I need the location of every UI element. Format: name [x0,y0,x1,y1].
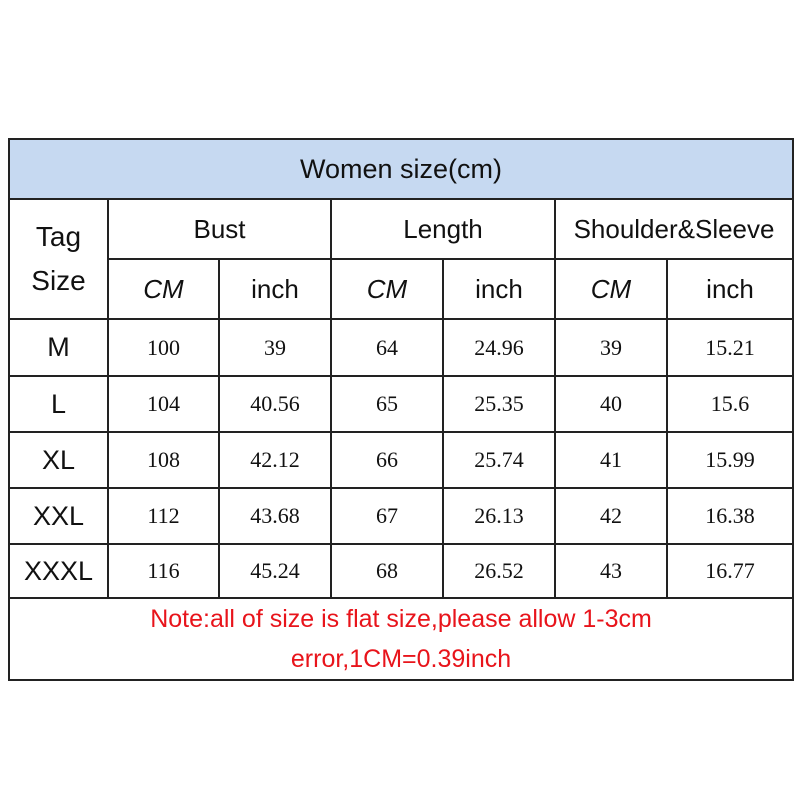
group-bust: Bust [107,198,332,260]
table-row: M 100 39 64 24.96 39 15.21 [8,318,795,377]
value-cell: 16.38 [665,487,795,545]
value-cell: 42 [554,487,668,545]
value-cell: 65 [330,375,444,433]
value-cell: 68 [330,543,444,599]
value-cell: 25.74 [442,431,556,489]
value-cell: 15.6 [665,375,795,433]
group-length: Length [330,198,556,260]
unit-header: CM [554,258,668,320]
value-cell: 40.56 [218,375,332,433]
note: Note:all of size is flat size,please all… [7,597,795,681]
value-cell: 39 [554,318,668,377]
table-row: XL 108 42.12 66 25.74 41 15.99 [8,431,795,489]
table-title: Women size(cm) [7,138,795,200]
value-cell: 66 [330,431,444,489]
tag-size-header: Tag Size [8,198,109,320]
value-cell: 24.96 [442,318,556,377]
tag-label: Tag [35,221,82,252]
value-cell: 42.12 [218,431,332,489]
size-cell: XXL [8,487,109,545]
table-row: XXL 112 43.68 67 26.13 42 16.38 [8,487,795,545]
unit-header: CM [330,258,444,320]
size-cell: XL [8,431,109,489]
value-cell: 43 [554,543,668,599]
size-chart-table: Women size(cm) Tag Size Bust Length Shou… [7,138,795,681]
size-cell: M [8,318,109,377]
value-cell: 40 [554,375,668,433]
note-line: Note:all of size is flat size,please all… [150,605,652,633]
value-cell: 112 [107,487,220,545]
value-cell: 39 [218,318,332,377]
value-cell: 67 [330,487,444,545]
note-line: error,1CM=0.39inch [290,645,512,673]
unit-header: inch [218,258,332,320]
unit-header: inch [665,258,795,320]
size-cell: L [8,375,109,433]
size-cell: XXXL [8,543,109,599]
value-cell: 64 [330,318,444,377]
value-cell: 25.35 [442,375,556,433]
table-row: L 104 40.56 65 25.35 40 15.6 [8,375,795,433]
value-cell: 45.24 [218,543,332,599]
size-label: Size [31,265,86,296]
value-cell: 116 [107,543,220,599]
value-cell: 41 [554,431,668,489]
value-cell: 100 [107,318,220,377]
value-cell: 15.21 [665,318,795,377]
value-cell: 104 [107,375,220,433]
value-cell: 43.68 [218,487,332,545]
table-row: XXXL 116 45.24 68 26.52 43 16.77 [8,543,795,599]
group-shoulder-sleeve: Shoulder&Sleeve [553,198,795,260]
value-cell: 15.99 [665,431,795,489]
unit-header: inch [442,258,556,320]
value-cell: 16.77 [665,543,795,599]
unit-header: CM [107,258,220,320]
value-cell: 108 [107,431,220,489]
value-cell: 26.13 [442,487,556,545]
value-cell: 26.52 [442,543,556,599]
